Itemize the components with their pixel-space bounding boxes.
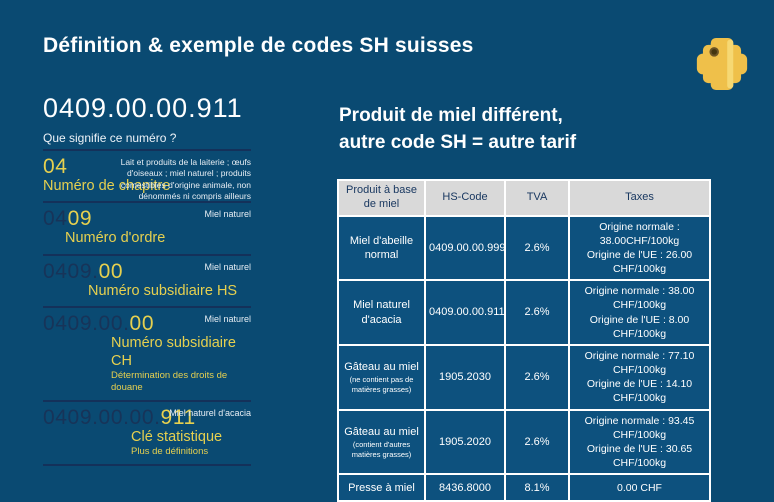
section-annotation: Miel naturel: [204, 314, 251, 325]
code-highlight: 09: [67, 207, 93, 231]
hs-code-cell: 1905.2020: [424, 408, 506, 476]
table-row: Miel naturel d'acacia 0409.00.00.911 2.6…: [337, 279, 711, 346]
table-row: Gâteau au miel (contient d'autres matière…: [337, 408, 711, 476]
taxes-cell: Origine normale : 38.00 CHF/100kg Origin…: [568, 279, 711, 346]
section-sublabel: Plus de définitions: [131, 446, 209, 458]
section-label: Numéro subsidiaire HS: [88, 282, 238, 299]
column-header-tva: TVA: [504, 179, 570, 217]
product-cell: Presse à miel: [337, 473, 426, 502]
code-prefix: 04: [43, 207, 68, 231]
question-label: Que signifie ce numéro ?: [43, 131, 251, 151]
section-annotation: Miel naturel: [204, 261, 251, 272]
product-cell: Gâteau au miel (contient d'autres matière…: [337, 408, 426, 476]
table-row: Presse à miel 8436.8000 8.1% 0.00 CHF: [337, 473, 711, 502]
section-annotation: Miel naturel d'acacia: [169, 407, 251, 418]
slide-title: Définition & exemple de codes SH suisses: [43, 34, 474, 57]
right-heading-line1: Produit de miel différent,: [339, 105, 563, 126]
code-line: 04: [43, 155, 251, 178]
code-section-hs-subsidiary: 0409.00 Numéro subsidiaire HS Miel natur…: [43, 256, 251, 309]
hs-code-cell: 8436.8000: [424, 473, 506, 502]
tva-cell: 2.6%: [504, 279, 570, 346]
product-name: Miel naturel d'acacia: [353, 299, 410, 326]
section-label: Numéro d'ordre: [65, 230, 166, 247]
table-header-row: Produit à base de miel HS-Code TVA Taxes: [337, 179, 711, 217]
column-header-product: Produit à base de miel: [337, 179, 426, 217]
product-note: (contient d'autres matières grasses): [351, 440, 412, 459]
section-sublabel: Détermination des droits de douane: [111, 370, 228, 393]
product-name: Gâteau au miel: [344, 425, 419, 438]
full-hs-code: 0409.00.00.911: [43, 93, 243, 123]
right-heading-line2: autre code SH = autre tarif: [339, 131, 577, 153]
column-header-hs-code: HS-Code: [424, 179, 506, 217]
right-heading: Produit de miel différent, autre code SH…: [339, 103, 576, 156]
code-prefix: 0409.00.: [43, 312, 130, 336]
taxes-cell: Origine normale : 93.45 CHF/100kg Origin…: [568, 408, 711, 476]
product-name: Gâteau au miel: [344, 361, 419, 374]
code-section-order: 0409 Numéro d'ordre Miel naturel: [43, 203, 251, 256]
code-section-statistical-key: 0409.00.00.911 Clé statistique Plus de d…: [43, 402, 251, 467]
table-row: Gâteau au miel (ne contient pas de matièr…: [337, 343, 711, 411]
code-highlight: 911: [160, 405, 196, 429]
product-cell: Miel naturel d'acacia: [337, 279, 426, 346]
code-line: 0409.00.00.911: [43, 406, 251, 429]
code-section-ch-subsidiary: 0409.00.00 Numéro subsidiaire CH Détermi…: [43, 308, 251, 402]
code-prefix: 0409.: [43, 259, 99, 283]
hs-code-cell: 0409.00.00.911: [424, 279, 506, 346]
code-highlight: 00: [129, 312, 155, 336]
section-annotation: Lait et produits de la laiterie ; œufs d…: [120, 156, 251, 202]
tva-cell: 2.6%: [504, 214, 570, 282]
product-cell: Miel d'abeille normal: [337, 214, 426, 282]
code-line: 0409: [43, 207, 251, 230]
table-row: Miel d'abeille normal 0409.00.00.999 2.6…: [337, 214, 711, 282]
section-label: Clé statistique: [131, 428, 223, 445]
column-header-taxes: Taxes: [568, 179, 711, 217]
beehive-icon: [696, 36, 748, 92]
tva-cell: 2.6%: [504, 408, 570, 476]
section-label: Numéro subsidiaire CH: [111, 335, 236, 369]
products-table: Produit à base de miel HS-Code TVA Taxes…: [337, 179, 711, 502]
product-name: Presse à miel: [348, 481, 415, 494]
hs-code-cell: 0409.00.00.999: [424, 214, 506, 282]
product-note: (ne contient pas de matières grasses): [349, 375, 414, 394]
hs-code-cell: 1905.2030: [424, 343, 506, 411]
code-line: 0409.00.00: [43, 312, 251, 335]
product-cell: Gâteau au miel (ne contient pas de matièr…: [337, 343, 426, 411]
code-prefix: 0409.00.00.: [43, 405, 161, 429]
section-label: Numéro de chapitre: [43, 177, 171, 194]
code-highlight: 04: [43, 154, 68, 178]
code-breakdown-panel: 0409.00.00.911 Que signifie ce numéro ? …: [43, 93, 251, 467]
tva-cell: 8.1%: [504, 473, 570, 502]
taxes-cell: Origine normale : 38.00CHF/100kg Origine…: [568, 214, 711, 282]
code-highlight: 00: [98, 259, 124, 283]
section-annotation: Miel naturel: [204, 209, 251, 220]
product-name: Miel d'abeille normal: [349, 234, 414, 261]
taxes-cell: Origine normale : 77.10 CHF/100kg Origin…: [568, 343, 711, 411]
tva-cell: 2.6%: [504, 343, 570, 411]
code-section-chapter: 04 Numéro de chapitre Lait et produits d…: [43, 151, 251, 204]
taxes-cell: 0.00 CHF: [568, 473, 711, 502]
code-line: 0409.00: [43, 260, 251, 283]
